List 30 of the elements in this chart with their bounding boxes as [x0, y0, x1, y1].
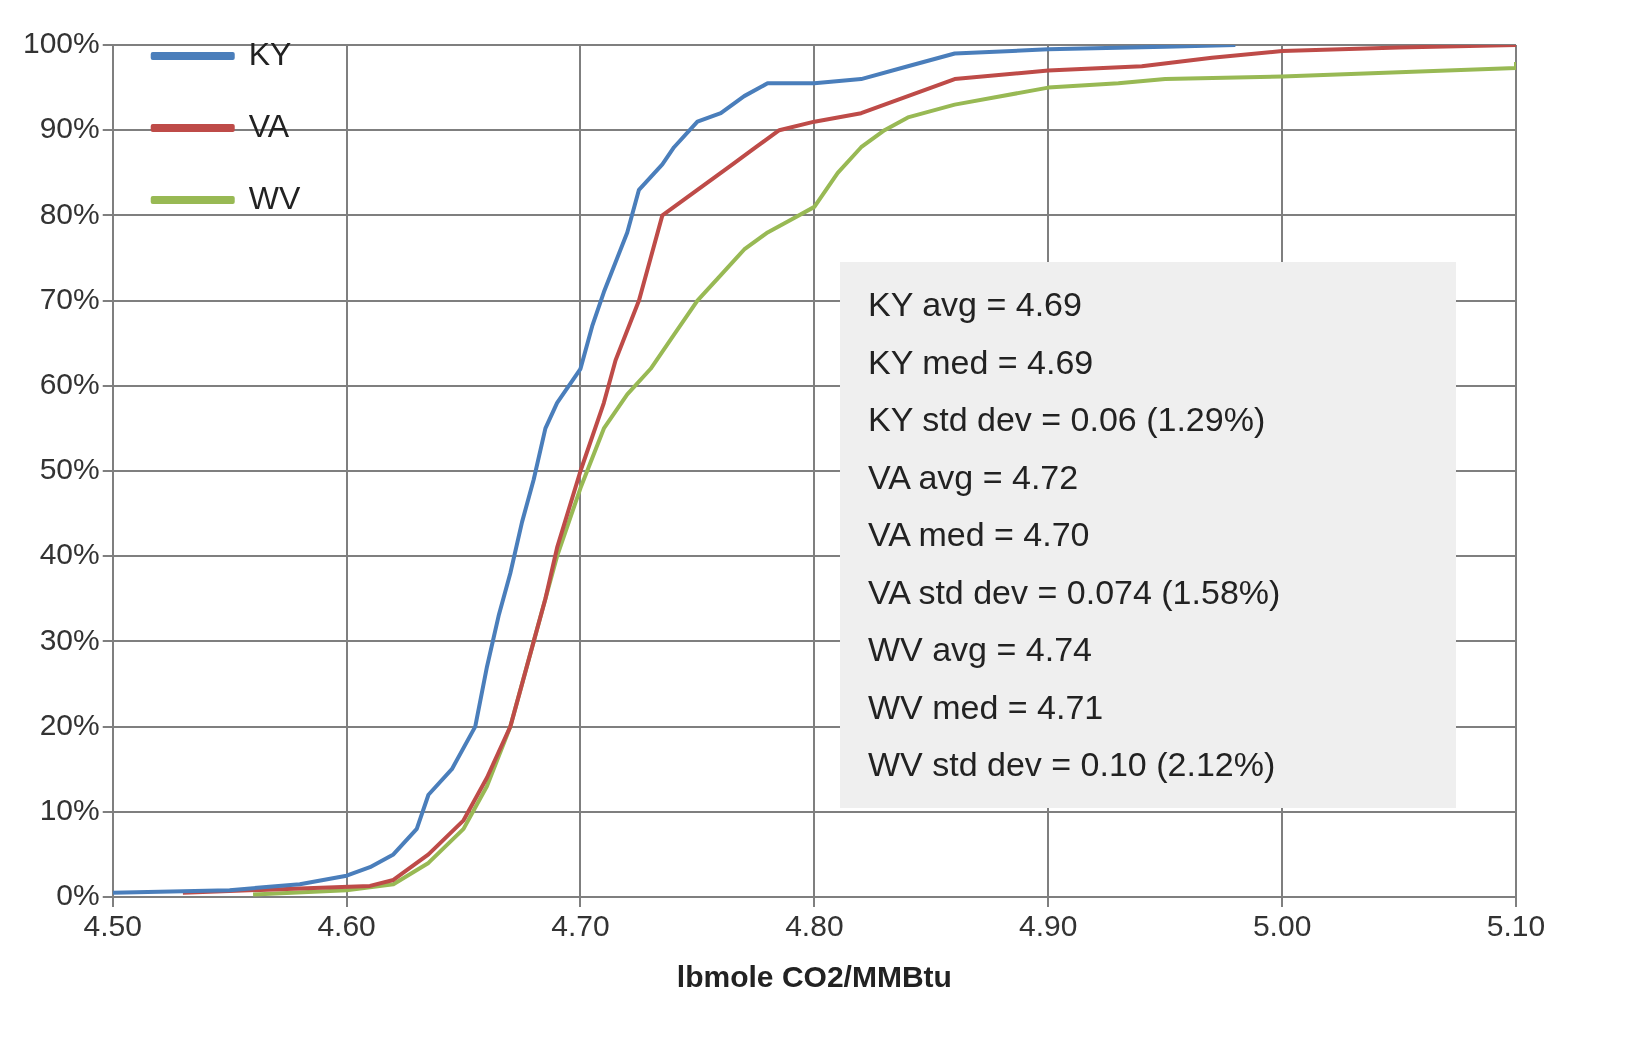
x-tick-label: 4.50	[83, 909, 142, 943]
annotation: WV std dev = 0.10 (2.12%)	[868, 744, 1277, 785]
x-tick-label: 4.70	[551, 909, 610, 943]
annotation: WV avg = 4.74	[868, 629, 1093, 670]
x-tick-label: 4.90	[1019, 909, 1078, 943]
y-tick-label: 80%	[39, 196, 100, 230]
annotation: KY avg = 4.69	[868, 284, 1083, 325]
annotation: KY std dev = 0.06 (1.29%)	[868, 399, 1267, 440]
y-tick-label: 50%	[39, 452, 100, 486]
y-tick-label: 100%	[22, 26, 100, 60]
annotation: KY med = 4.69	[868, 341, 1095, 383]
legend-label: WV	[248, 179, 301, 216]
x-tick-label: 5.00	[1252, 909, 1312, 943]
y-tick-label: 90%	[39, 111, 100, 145]
y-tick-label: 70%	[39, 281, 100, 315]
annotation: WV med = 4.71	[868, 686, 1105, 728]
x-axis-title: lbmole CO2/MMBtu	[676, 960, 952, 994]
x-tick-label: 5.10	[1486, 909, 1546, 943]
x-tick-label: 4.80	[785, 909, 844, 943]
annotation: VA std dev = 0.074 (1.58%)	[868, 571, 1282, 613]
y-tick-label: 30%	[39, 622, 100, 656]
x-tick-label: 4.60	[317, 909, 376, 943]
y-tick-label: 10%	[39, 793, 100, 827]
legend-label: KY	[248, 35, 292, 72]
annotation: VA avg = 4.72	[868, 456, 1080, 498]
y-tick-label: 60%	[39, 367, 100, 401]
y-tick-label: 0%	[56, 878, 100, 912]
y-tick-label: 20%	[39, 707, 100, 741]
annotation: VA med = 4.70	[868, 514, 1091, 555]
y-tick-label: 40%	[39, 537, 100, 571]
